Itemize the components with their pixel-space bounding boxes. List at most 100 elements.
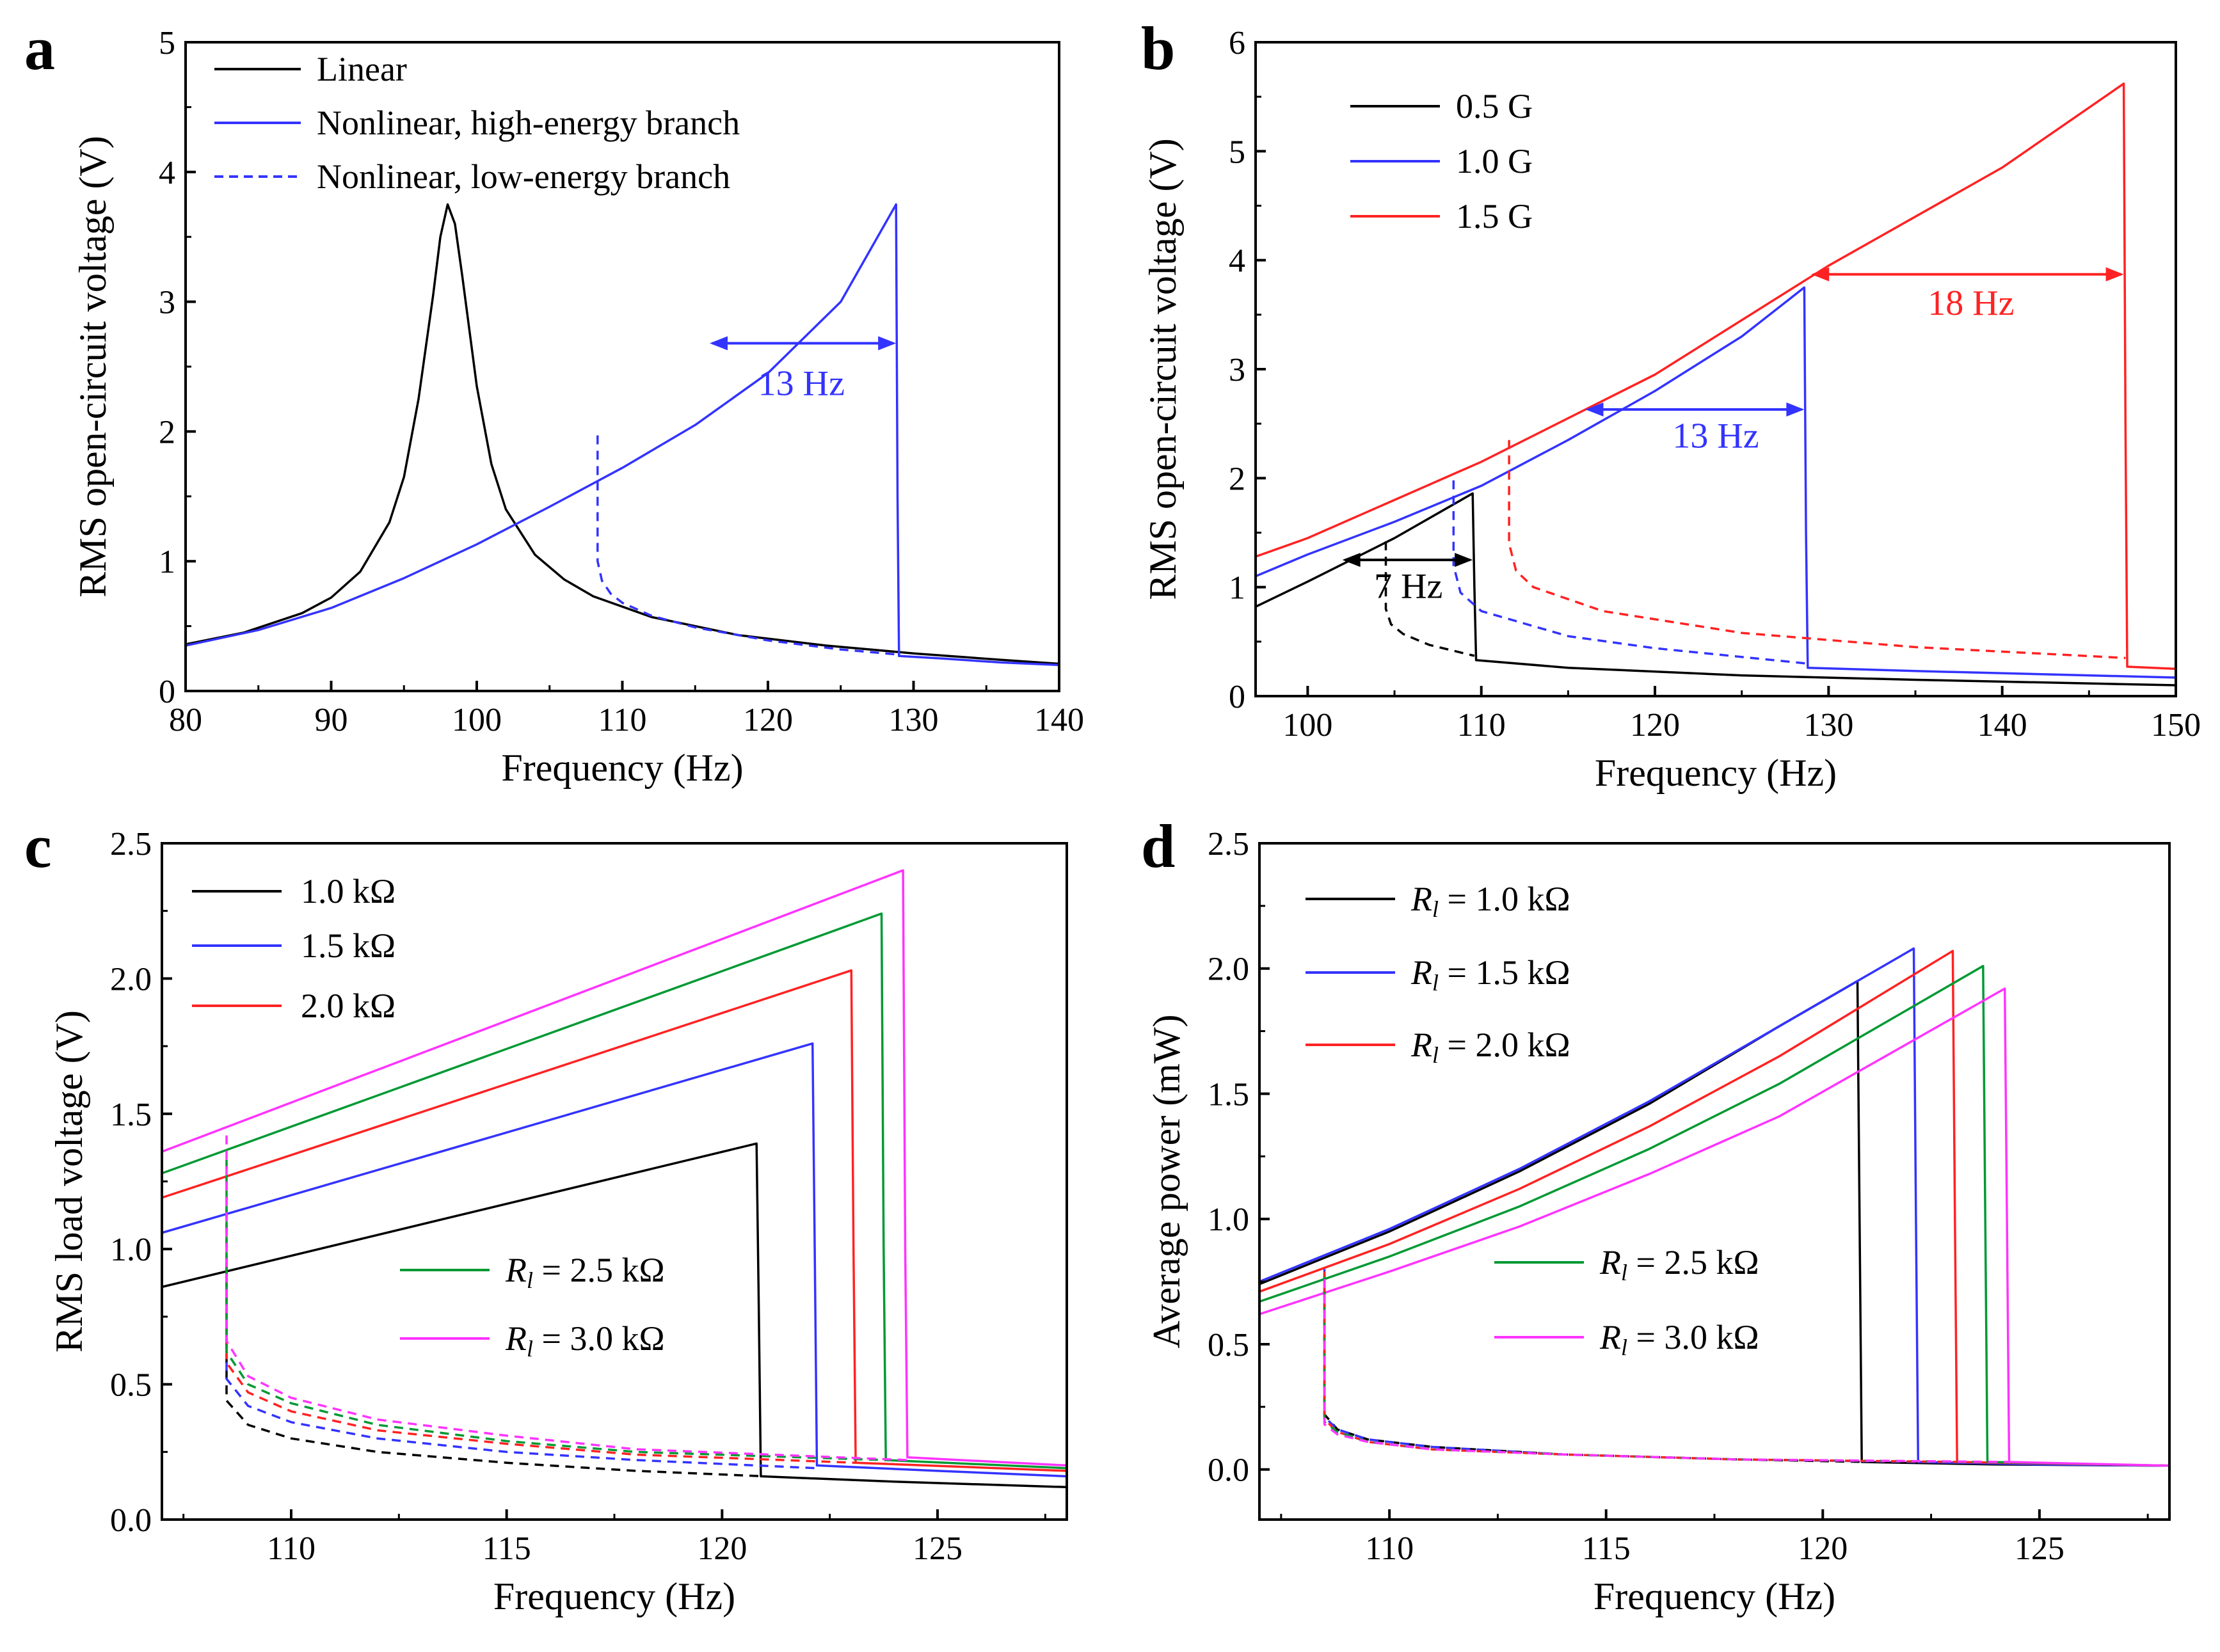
x-axis-label-c: Frequency (Hz) — [493, 1575, 735, 1617]
legend-d-bottom: Rl = 2.5 kΩ Rl = 3.0 kΩ — [1494, 1243, 1759, 1360]
series-line-c-9 — [225, 1135, 907, 1461]
y-tick-label-b-5: 5 — [1229, 134, 1245, 170]
y-tick-label-a-1: 1 — [159, 544, 175, 580]
arrowhead-left-b-2 — [1585, 402, 1604, 417]
panel-a-chart: 80 90 100 110 120 130 140 0 1 2 3 4 5 Frequency (Hz) R… — [72, 25, 1084, 789]
legend-d-label-1k: Rl = 1.0 kΩ — [1410, 880, 1570, 922]
y-tick-label-b-4: 4 — [1229, 243, 1245, 280]
series-line-b-1 — [1256, 286, 2176, 679]
series-line-d-7 — [1323, 1271, 1958, 1463]
series-line-c-4 — [162, 869, 1067, 1467]
legend-a: Linear Nonlinear, high-energy branch Non… — [214, 50, 740, 196]
x-tick-label-b-4: 140 — [1977, 707, 2027, 743]
y-tick-label-d-1: 0.5 — [1208, 1327, 1249, 1363]
legend-d-label-2k: Rl = 2.0 kΩ — [1410, 1026, 1570, 1068]
y-tick-label-c-4: 2.0 — [110, 961, 152, 997]
y-axis-label-c: RMS load voltage (V) — [48, 1010, 90, 1353]
panel-letter-a: a — [24, 14, 55, 83]
legend-a-label-linear: Linear — [317, 50, 407, 88]
x-tick-label-d-0: 110 — [1365, 1530, 1414, 1567]
panel-letter-c: c — [24, 812, 52, 880]
annotation-label-a-1: 13 Hz — [758, 364, 845, 404]
series-line-a-1 — [186, 203, 1059, 667]
legend-b-label-05g: 0.5 G — [1456, 87, 1533, 125]
y-tick-label-c-5: 2.5 — [110, 826, 152, 862]
series-line-c-0 — [162, 1142, 1067, 1489]
y-tick-label-d-5: 2.5 — [1208, 826, 1249, 862]
arrowhead-left-b-4 — [1811, 267, 1830, 282]
legend-b-label-10g: 1.0 G — [1456, 142, 1533, 180]
series-line-d-2 — [1259, 949, 2169, 1467]
arrowhead-right-b-0 — [1455, 553, 1473, 568]
y-axis-label-b: RMS open-circuit voltage (V) — [1142, 138, 1184, 600]
legend-c-label-2k: 2.0 kΩ — [301, 987, 395, 1025]
series-line-c-8 — [225, 1159, 886, 1461]
series-line-b-2 — [1256, 82, 2176, 671]
y-tick-label-a-3: 3 — [159, 285, 175, 321]
x-tick-label-d-1: 115 — [1582, 1530, 1631, 1567]
y-tick-label-c-1: 0.5 — [110, 1367, 152, 1404]
legend-a-label-high: Nonlinear, high-energy branch — [317, 104, 740, 142]
series-line-c-1 — [162, 1042, 1067, 1478]
series-line-c-2 — [162, 969, 1067, 1472]
panel-b-chart: 100 110 120 130 140 150 0 1 2 3 4 5 6 Frequency (Hz) R… — [1142, 25, 2201, 794]
x-tick-label-c-2: 120 — [697, 1530, 747, 1567]
y-tick-label-b-2: 2 — [1229, 461, 1245, 497]
series-line-d-3 — [1259, 965, 2169, 1467]
arrowhead-left-a-0 — [710, 336, 728, 351]
x-tick-label-a-3: 110 — [598, 702, 646, 738]
legend-c-bottom: Rl = 2.5 kΩ Rl = 3.0 kΩ — [400, 1251, 665, 1362]
legend-b: 0.5 G 1.0 G 1.5 G — [1350, 87, 1533, 235]
y-tick-label-c-3: 1.5 — [110, 1097, 152, 1133]
y-tick-label-a-0: 0 — [159, 674, 175, 710]
x-tick-label-a-1: 90 — [315, 702, 348, 738]
arrowhead-right-b-2 — [1786, 402, 1805, 417]
legend-c-label-25k: Rl = 2.5 kΩ — [505, 1251, 665, 1293]
panel-c-chart: 110 115 120 125 0.0 0.5 1.0 1.5 2.0 2.5 Frequency … — [48, 826, 1068, 1617]
legend-c-top: 1.0 kΩ 1.5 kΩ 2.0 kΩ — [192, 872, 395, 1025]
y-tick-label-c-0: 0.0 — [110, 1502, 152, 1539]
arrowhead-right-b-4 — [2105, 267, 2124, 282]
series-line-d-4 — [1259, 987, 2169, 1467]
series-line-d-5 — [1323, 1274, 1867, 1463]
legend-c-label-15k: 1.5 kΩ — [301, 926, 395, 965]
y-tick-label-a-5: 5 — [159, 25, 175, 61]
y-tick-label-b-1: 1 — [1229, 570, 1245, 607]
series-line-c-5 — [225, 1262, 765, 1478]
y-tick-label-a-4: 4 — [159, 155, 175, 191]
annotation-label-b-3: 13 Hz — [1672, 417, 1759, 456]
legend-b-label-15g: 1.5 G — [1456, 197, 1533, 235]
y-tick-label-b-0: 0 — [1229, 679, 1245, 715]
legend-d-top: Rl = 1.0 kΩ Rl = 1.5 kΩ Rl = 2.0 kΩ — [1306, 880, 1570, 1068]
x-tick-label-b-2: 120 — [1630, 707, 1680, 743]
x-tick-label-b-0: 100 — [1282, 707, 1332, 743]
x-tick-label-c-3: 125 — [913, 1530, 962, 1567]
x-tick-label-a-0: 80 — [169, 702, 202, 738]
x-tick-label-d-3: 125 — [2015, 1530, 2064, 1567]
y-tick-label-d-0: 0.0 — [1208, 1452, 1249, 1489]
y-tick-label-c-2: 1.0 — [110, 1232, 152, 1268]
series-line-b-5 — [1508, 440, 2126, 660]
y-tick-label-d-4: 2.0 — [1208, 951, 1249, 988]
series-line-c-7 — [225, 1181, 856, 1464]
arrowhead-left-b-0 — [1342, 553, 1361, 568]
legend-d-label-3k: Rl = 3.0 kΩ — [1599, 1318, 1759, 1360]
y-axis-label-d: Average power (mW) — [1146, 1015, 1188, 1349]
y-tick-label-b-6: 6 — [1229, 25, 1245, 61]
legend-d-label-15k: Rl = 1.5 kΩ — [1410, 953, 1570, 996]
series-line-c-6 — [225, 1208, 817, 1470]
panel-letter-d: d — [1141, 812, 1175, 880]
x-axis-label-a: Frequency (Hz) — [501, 747, 743, 789]
panel-letter-b: b — [1141, 14, 1175, 83]
x-axis-label-d: Frequency (Hz) — [1593, 1575, 1835, 1617]
legend-d-label-25k: Rl = 2.5 kΩ — [1599, 1243, 1759, 1285]
x-tick-label-b-3: 130 — [1803, 707, 1853, 743]
series-line-b-4 — [1452, 480, 1807, 665]
legend-a-label-low: Nonlinear, low-energy branch — [317, 157, 730, 196]
x-tick-label-c-1: 115 — [483, 1530, 531, 1567]
series-line-a-2 — [596, 435, 899, 656]
arrowhead-right-a-0 — [878, 336, 897, 351]
annotation-label-b-5: 18 Hz — [1928, 283, 2014, 323]
